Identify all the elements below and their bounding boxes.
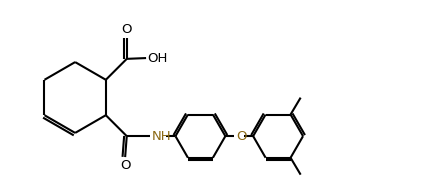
Text: OH: OH — [148, 51, 168, 65]
Text: O: O — [237, 130, 247, 143]
Text: O: O — [122, 23, 132, 36]
Text: NH: NH — [151, 130, 171, 143]
Text: O: O — [120, 159, 131, 172]
